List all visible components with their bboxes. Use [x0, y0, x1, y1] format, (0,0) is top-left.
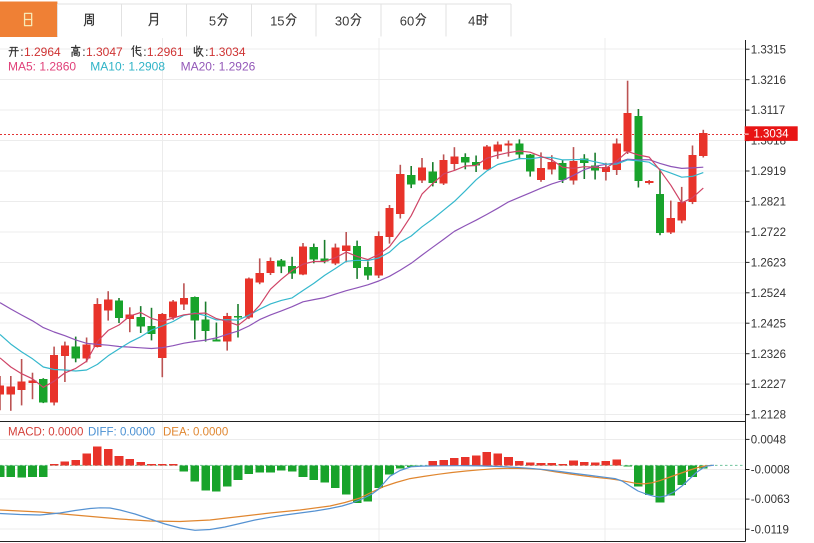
svg-text::: : — [143, 45, 146, 59]
svg-text:1.2961: 1.2961 — [147, 45, 184, 59]
svg-text:1.3216: 1.3216 — [751, 75, 786, 87]
svg-text:-0.0063: -0.0063 — [751, 494, 790, 506]
svg-text:1.2425: 1.2425 — [751, 318, 786, 330]
svg-text:DIFF: 0.0000: DIFF: 0.0000 — [88, 427, 155, 439]
svg-text:15: 15 — [270, 14, 284, 29]
svg-text::: : — [20, 45, 23, 59]
svg-text::: : — [82, 45, 85, 59]
svg-text:MA5: 1.2860: MA5: 1.2860 — [8, 59, 76, 73]
svg-text:MA10: 1.2908: MA10: 1.2908 — [90, 59, 165, 73]
svg-text:1.3047: 1.3047 — [86, 45, 123, 59]
svg-text:1.2722: 1.2722 — [751, 227, 786, 239]
svg-text:MACD: 0.0000: MACD: 0.0000 — [8, 427, 83, 439]
svg-text:-0.0008: -0.0008 — [751, 465, 790, 477]
svg-text:1.2964: 1.2964 — [24, 45, 61, 59]
svg-text:1.2227: 1.2227 — [751, 379, 786, 391]
svg-text:0.0048: 0.0048 — [751, 435, 786, 447]
svg-text:4: 4 — [468, 14, 475, 29]
svg-text:1.2128: 1.2128 — [751, 410, 786, 422]
svg-text:1.2623: 1.2623 — [751, 258, 786, 270]
svg-text:1.3117: 1.3117 — [751, 105, 785, 117]
svg-text:1.2524: 1.2524 — [751, 288, 787, 300]
svg-text:1.3315: 1.3315 — [751, 44, 786, 56]
svg-text:1.2821: 1.2821 — [751, 197, 786, 209]
svg-text::: : — [205, 45, 208, 59]
svg-text:1.2919: 1.2919 — [751, 166, 786, 178]
svg-text:1.3034: 1.3034 — [209, 45, 246, 59]
svg-text:30: 30 — [335, 14, 349, 29]
svg-text:5: 5 — [209, 14, 216, 29]
svg-text:-0.0119: -0.0119 — [751, 524, 789, 536]
svg-text:DEA: 0.0000: DEA: 0.0000 — [163, 427, 228, 439]
svg-text:60: 60 — [400, 14, 414, 29]
svg-text:1.2326: 1.2326 — [751, 349, 786, 361]
svg-text:1.3034: 1.3034 — [753, 129, 789, 141]
svg-text:MA20: 1.2926: MA20: 1.2926 — [181, 59, 256, 73]
